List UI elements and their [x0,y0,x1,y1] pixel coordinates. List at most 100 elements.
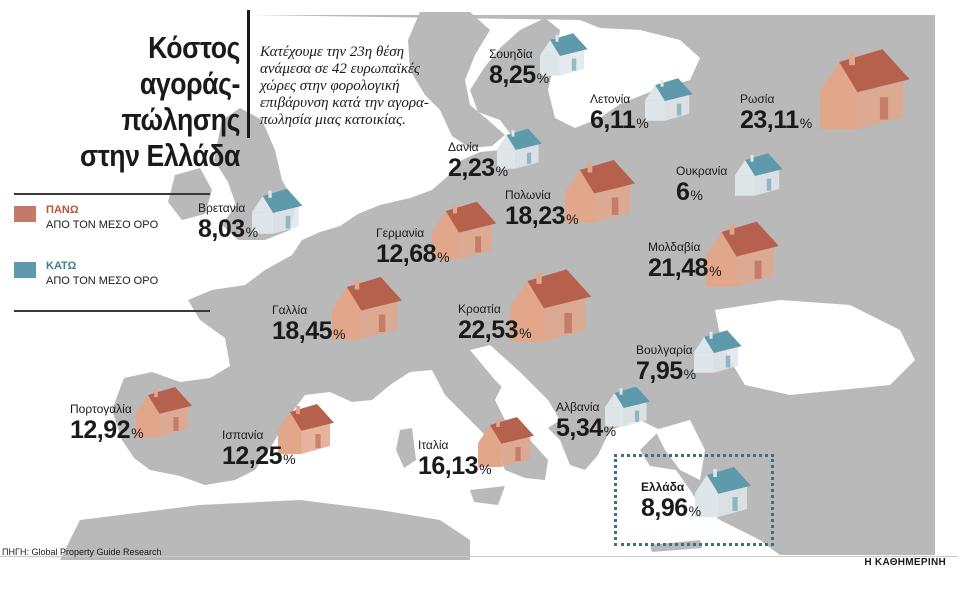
percent-sign: % [437,249,450,265]
country-value-line: 18,23% [505,202,579,230]
house-chimney [587,162,593,173]
legend-desc-below: ΑΠΟ ΤΟΝ ΜΕΣΟ ΟΡΟ [46,275,159,287]
percent-sign: % [536,70,550,86]
house-roof [346,277,402,311]
house-chimney [154,389,158,397]
country-3-label: Δανία 2,23% [448,140,508,183]
country-value-line: 5,34% [556,414,617,442]
house-roof [527,269,592,309]
house-chimney [511,130,515,137]
country-name: Μολδαβία [648,240,701,254]
country-value: 22,53 [458,316,519,344]
country-value: 18,23 [505,202,566,230]
house-icon [735,153,783,196]
house-front [252,212,274,234]
house-roof [839,49,910,93]
percent-sign: % [688,503,702,519]
subtitle-line: πωλησία μιας κατοικίας. [260,112,406,128]
house-gable [278,412,302,430]
house-front [278,430,302,454]
house-front [565,192,595,223]
country-value-line: 12,68% [376,240,450,268]
house-chimney [268,190,272,198]
house-gable [695,475,719,493]
map-land-scandinavia [408,12,505,148]
house-gable [252,196,274,213]
country-value-line: 21,48% [648,254,722,282]
house-gable [735,160,755,176]
country-name: Ρωσία [740,92,775,106]
country-value: 7,95 [636,357,683,385]
percent-sign: % [495,163,509,179]
greece-highlight-box [614,454,774,546]
house-front [510,307,544,342]
house-roof [262,188,303,213]
house-gable [605,393,624,408]
house-chimney [296,406,300,414]
country-name: Γερμανία [376,226,425,240]
country-name: Βρετανία [198,201,246,215]
country-value: 6 [676,178,690,206]
house-roof [579,160,635,194]
legend-label-above: ΠΑΝΩ [46,204,79,216]
country-4-label: Ουκρανία 6% [676,164,727,207]
house-door [378,314,386,332]
publisher-logo: Η ΚΑΘΗΜΕΡΙΝΗ [864,557,946,568]
map-land-africa [60,500,470,560]
title-divider [247,10,250,138]
house-front [332,309,362,340]
country-name: Ιταλία [418,438,449,452]
country-value: 8,25 [489,61,536,89]
house-chimney [750,154,754,162]
house-chimney [452,204,458,214]
house-chimney [709,331,713,339]
house-roof [614,386,650,409]
percent-sign: % [799,115,813,131]
house-icon [695,467,751,517]
house-door [173,417,179,431]
percent-sign: % [283,451,296,467]
house-icon [252,188,303,234]
country-1-label: Λετονία 6,11% [590,92,649,135]
country-12-label: Πορτογαλία 12,92% [70,402,144,445]
percent-sign: % [683,366,697,382]
house-gable [432,211,459,232]
house-door [564,312,572,334]
percent-sign: % [709,263,722,279]
percent-sign: % [603,423,617,439]
legend-desc-above: ΑΠΟ ΤΟΝ ΜΕΣΟ ΟΡΟ [46,219,159,231]
house-gable [645,85,665,101]
percent-sign: % [333,326,346,342]
house-roof [745,153,783,176]
country-9-label: Γαλλία 18,45% [272,303,346,346]
house-chimney [849,52,855,66]
house-roof [489,417,534,444]
country-value-line: 12,25% [222,442,296,470]
map-sea-adriatic [470,345,560,428]
house-chimney [555,34,559,42]
house-markers [136,33,910,517]
country-value: 23,11 [740,106,799,134]
country-2-label: Ρωσία 23,11% [740,92,812,135]
house-gable [694,337,714,353]
source-note: ΠΗΓΗ: Global Property Guide Research [2,547,162,557]
country-0-label: Σουηδία 8,25% [489,47,549,90]
house-front [478,443,502,467]
house-front [694,352,714,373]
house-chimney [354,279,360,290]
country-value: 21,48 [648,254,709,282]
country-name: Πολωνία [505,188,551,202]
house-gable [540,40,560,56]
house-front [695,493,719,517]
map-land-sardinia [396,428,416,468]
house-front [645,100,665,121]
country-name: Πορτογαλία [70,402,132,416]
house-door [732,497,738,511]
percent-sign: % [690,187,703,203]
country-10-label: Κροατία 22,53% [458,302,532,345]
house-door [725,355,731,368]
house-icon [605,386,650,427]
house-door [766,178,772,191]
country-16-label: Ελλάδα 8,96% [641,480,701,523]
